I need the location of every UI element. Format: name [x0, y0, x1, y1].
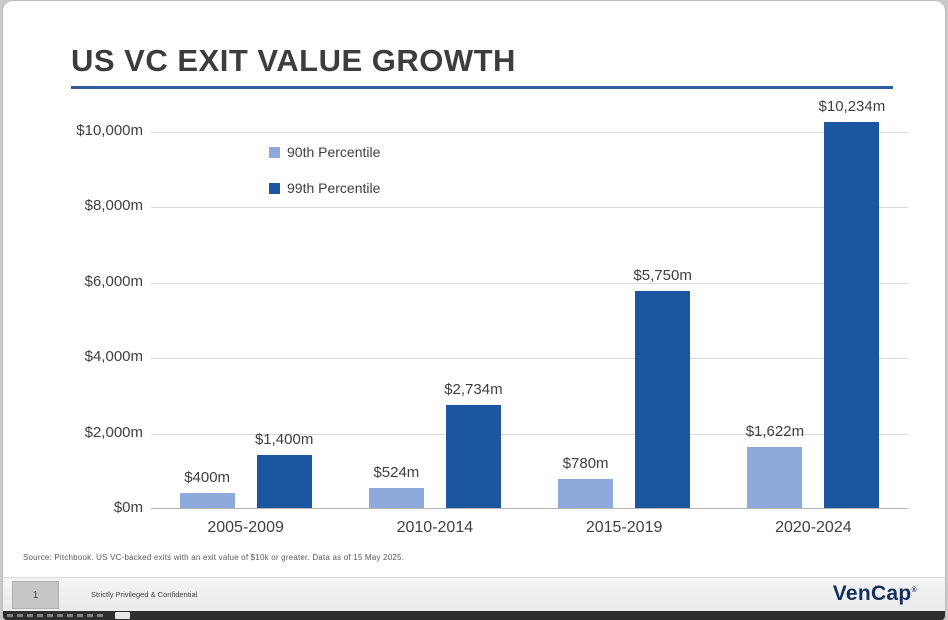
bar-value-label: $400m	[184, 468, 231, 486]
bar-99th-2020-2024	[824, 122, 880, 508]
bar-value-label: $1,622m	[745, 422, 805, 440]
y-axis-label: $0m	[113, 499, 143, 516]
legend-label: 99th Percentile	[287, 180, 381, 196]
bar-99th-2005-2009	[256, 455, 312, 508]
slide-window: US VC EXIT VALUE GROWTH $0m $2,000m $4,000…	[3, 1, 945, 620]
slide-number: 1	[32, 589, 39, 601]
slide-title: US VC EXIT VALUE GROWTH	[71, 43, 516, 78]
plot-area: 90th Percentile 99th Percentile $400m $1,4…	[151, 98, 908, 509]
logo-text: VenCap	[832, 582, 912, 605]
y-axis: $0m $2,000m $4,000m $6,000m $8,000m $10,000m	[3, 122, 143, 516]
x-axis-label: 2015-2019	[585, 519, 663, 536]
y-axis-label: $8,000m	[84, 197, 143, 215]
legend-item: 90th Percentile	[269, 144, 380, 160]
y-axis-label: $6,000m	[84, 272, 143, 290]
slide-thumbnail[interactable]: 1	[12, 581, 59, 609]
legend-item: 99th Percentile	[269, 180, 380, 196]
registered-mark: ®	[911, 587, 917, 594]
y-axis-label: $2,000m	[84, 423, 143, 441]
title-underline	[71, 86, 893, 89]
confidential-label: Strictly Privileged & Confidential	[91, 590, 198, 599]
gridline	[151, 207, 908, 209]
legend-swatch-icon	[269, 146, 280, 158]
bar-value-label: $1,400m	[254, 431, 314, 449]
bar-90th-2020-2024	[747, 446, 803, 508]
bar-value-label: $5,750m	[633, 267, 692, 285]
gridline	[151, 282, 908, 284]
gridline	[151, 132, 908, 133]
bar-value-label: $10,234m	[818, 98, 886, 116]
source-note: Source: Pitchbook. US VC-backed exits wi…	[23, 553, 405, 562]
gridline	[151, 433, 908, 435]
legend-swatch-icon	[269, 182, 280, 194]
y-axis-label: $10,000m	[76, 122, 143, 139]
legend-label: 90th Percentile	[287, 144, 381, 160]
bar-90th-2005-2009	[179, 492, 235, 508]
x-axis-label: 2010-2014	[396, 519, 474, 536]
status-bar	[3, 611, 945, 620]
chart-legend: 90th Percentile 99th Percentile	[269, 144, 380, 196]
x-axis-label: 2020-2024	[775, 519, 852, 536]
footer-bar: 1 Strictly Privileged & Confidential Ven…	[3, 577, 945, 611]
vencap-logo: VenCap®	[833, 582, 917, 606]
status-text-blur	[7, 614, 107, 617]
bar-value-label: $2,734m	[444, 380, 503, 398]
bar-value-label: $524m	[373, 464, 420, 482]
bar-value-label: $780m	[562, 454, 609, 472]
x-axis-label: 2005-2009	[207, 519, 284, 536]
x-axis: 2005-2009 2010-2014 2015-2019 2020-2024	[151, 519, 908, 545]
bar-90th-2015-2019	[558, 478, 614, 508]
bar-99th-2015-2019	[635, 291, 691, 508]
status-icon	[115, 612, 130, 619]
bar-90th-2010-2014	[368, 488, 424, 508]
gridline	[151, 358, 908, 360]
bar-99th-2010-2014	[445, 404, 501, 508]
y-axis-label: $4,000m	[84, 348, 143, 366]
